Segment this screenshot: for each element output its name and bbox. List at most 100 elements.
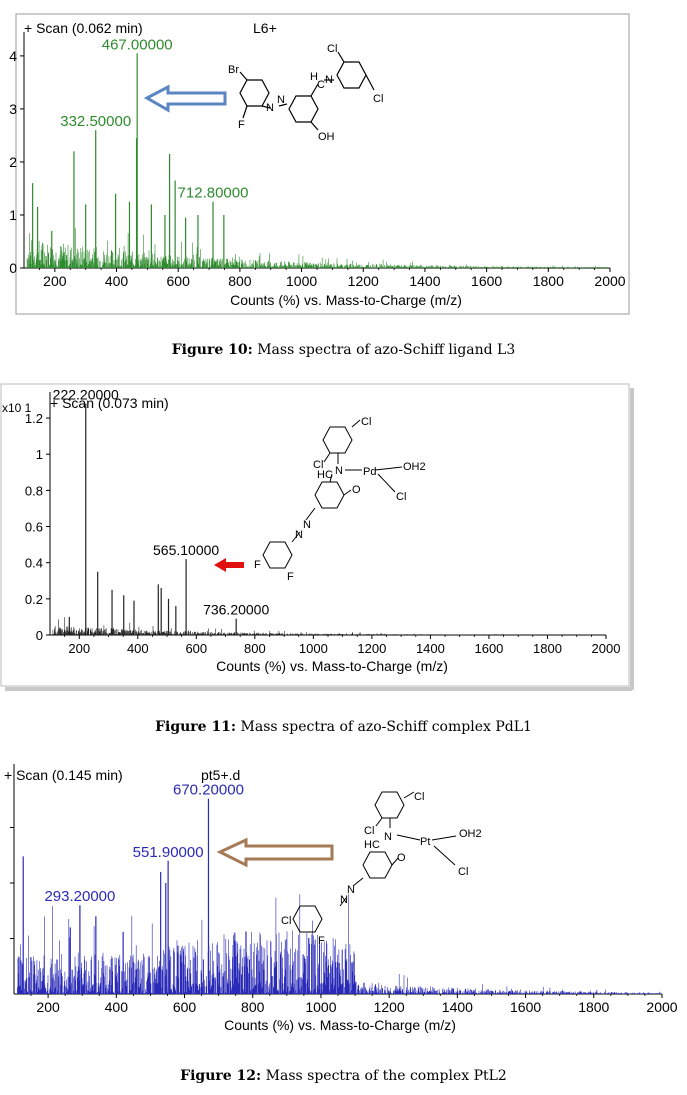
svg-text:F: F xyxy=(254,559,261,571)
x-axis-label: Counts (%) vs. Mass-to-Charge (m/z) xyxy=(216,658,448,674)
peak-annotation-label: 565.10000 xyxy=(153,542,219,558)
figure-caption-12: Figure 12: Mass spectra of the complex P… xyxy=(180,1068,507,1084)
svg-text:Cl: Cl xyxy=(364,825,374,837)
mass-spectrum-chart-pdl1: x10 1 + Scan (0.073 min) 200 400 600 800 100… xyxy=(0,383,634,691)
pointer-arrow xyxy=(143,84,227,113)
y-tick-label: 0.2 xyxy=(25,592,43,607)
y-tick-label: 3 xyxy=(9,101,17,117)
peak-annotation-label: 736.20000 xyxy=(203,602,269,618)
svg-text:N: N xyxy=(340,894,348,906)
y-tick-label: 2 xyxy=(9,154,17,170)
peak-annotation-label: 467.00000 xyxy=(102,36,173,53)
svg-text:F: F xyxy=(318,935,325,947)
y-tick-label: 0 xyxy=(9,260,17,276)
figure-caption-10: Figure 10: Mass spectra of azo-Schiff li… xyxy=(171,342,516,358)
svg-text:Cl: Cl xyxy=(313,459,323,471)
spectrum-baseline xyxy=(26,228,610,268)
file-label: pt5+.d xyxy=(201,767,240,783)
peak-annotation-label: 293.20000 xyxy=(44,888,115,905)
x-tick-label: 2000 xyxy=(592,641,621,656)
x-tick-label: 1000 xyxy=(286,273,317,289)
mass-spectrum-chart-l3: + Scan (0.062 min) L6+ 200 400 600 800 1000 1… xyxy=(9,13,630,315)
svg-text:Pt: Pt xyxy=(420,836,430,848)
svg-text:Cl: Cl xyxy=(458,866,468,878)
svg-text:N: N xyxy=(266,102,274,114)
x-tick-label: 600 xyxy=(173,999,197,1015)
x-tick-label: 600 xyxy=(185,641,207,656)
peak-annotation-label: 332.50000 xyxy=(60,113,131,130)
svg-text:N: N xyxy=(295,529,303,541)
svg-text:Cl: Cl xyxy=(327,43,337,55)
svg-text:OH2: OH2 xyxy=(459,828,482,840)
molecular-structure-pdl1 xyxy=(262,419,403,569)
x-tick-label: 800 xyxy=(244,641,266,656)
chart-frame xyxy=(15,13,630,315)
svg-text:N: N xyxy=(335,465,343,477)
x-tick-label: 200 xyxy=(43,273,67,289)
x-tick-label: 400 xyxy=(105,273,129,289)
spectrum-panel-l3: + Scan (0.062 min) L6+ 200 400 600 800 1000 1… xyxy=(0,0,687,322)
x-tick-label: 1600 xyxy=(471,273,502,289)
x-tick-label: 1000 xyxy=(305,999,336,1015)
svg-text:N: N xyxy=(303,519,311,531)
file-label: L6+ xyxy=(253,20,277,36)
svg-text:N: N xyxy=(277,94,285,106)
y-tick-label: 0 xyxy=(36,628,43,643)
x-tick-label: 800 xyxy=(241,999,265,1015)
svg-text:HC: HC xyxy=(317,469,333,481)
svg-text:Cl: Cl xyxy=(281,915,291,927)
y-tick-label: 4 xyxy=(9,48,17,64)
x-axis-label: Counts (%) vs. Mass-to-Charge (m/z) xyxy=(230,292,462,308)
svg-text:Cl: Cl xyxy=(396,491,406,503)
x-tick-label: 1200 xyxy=(374,999,405,1015)
molecular-structure-l3 xyxy=(239,51,375,131)
svg-text:O: O xyxy=(397,852,406,864)
x-tick-label: 2000 xyxy=(646,999,677,1015)
x-tick-label: 600 xyxy=(167,273,191,289)
peak-annotation-label: 222.20000 xyxy=(53,387,119,403)
x-tick-label: 1400 xyxy=(409,273,440,289)
svg-text:N: N xyxy=(347,884,355,896)
svg-text:OH: OH xyxy=(318,131,335,143)
x-tick-label: 1800 xyxy=(578,999,609,1015)
structure-atom-labels: Cl Cl HC N Pd OH2 O Cl N N F F xyxy=(254,416,426,583)
svg-text:O: O xyxy=(352,484,361,496)
svg-text:C: C xyxy=(317,79,325,91)
y-tick-label: 0.6 xyxy=(25,520,43,535)
peak-annotation-label: 670.20000 xyxy=(173,782,244,799)
x-tick-label: 1200 xyxy=(357,641,386,656)
x-tick-label: 400 xyxy=(127,641,149,656)
spectrum-baseline xyxy=(17,894,662,994)
scan-label: + Scan (0.073 min) xyxy=(50,395,169,411)
svg-text:Br: Br xyxy=(228,64,239,76)
peak-annotation-label: 551.90000 xyxy=(133,844,204,861)
structure-atom-labels: Br F N N Cl Cl C H N OH xyxy=(228,43,383,143)
y-tick-label: 1.2 xyxy=(25,411,43,426)
mass-spectrum-chart-ptl2: + Scan (0.145 min) pt5+.d 200 400 600 800 10… xyxy=(4,764,678,1033)
svg-text:Cl: Cl xyxy=(361,416,371,428)
x-tick-label: 800 xyxy=(228,273,252,289)
x-tick-label: 1800 xyxy=(533,273,564,289)
svg-text:F: F xyxy=(238,119,245,131)
svg-text:Pd: Pd xyxy=(363,466,376,478)
x-tick-label: 1600 xyxy=(474,641,503,656)
y-tick-label: 0.4 xyxy=(25,556,43,571)
x-tick-label: 1800 xyxy=(533,641,562,656)
svg-text:Cl: Cl xyxy=(373,93,383,105)
x-tick-label: 200 xyxy=(68,641,90,656)
spectrum-panel-pdl1: x10 1 + Scan (0.073 min) 200 400 600 800 100… xyxy=(0,382,687,694)
structure-atom-labels: Cl Cl HC N Pt OH2 O Cl N N Cl F xyxy=(281,791,482,947)
y-tick-label: 1 xyxy=(9,207,17,223)
x-tick-label: 400 xyxy=(105,999,129,1015)
x-tick-label: 1400 xyxy=(442,999,473,1015)
x-tick-label: 1600 xyxy=(510,999,541,1015)
chart-frame xyxy=(0,383,630,687)
x-tick-label: 1200 xyxy=(348,273,379,289)
x-axis-label: Counts (%) vs. Mass-to-Charge (m/z) xyxy=(224,1017,456,1033)
svg-text:Cl: Cl xyxy=(414,791,424,803)
pointer-arrow xyxy=(216,837,334,868)
spectrum-panel-ptl2: + Scan (0.145 min) pt5+.d 200 400 600 800 10… xyxy=(0,760,687,1042)
svg-text:H: H xyxy=(310,71,318,83)
scan-label: + Scan (0.062 min) xyxy=(24,20,143,36)
figure-caption-11: Figure 11: Mass spectra of azo-Schiff co… xyxy=(155,719,532,735)
